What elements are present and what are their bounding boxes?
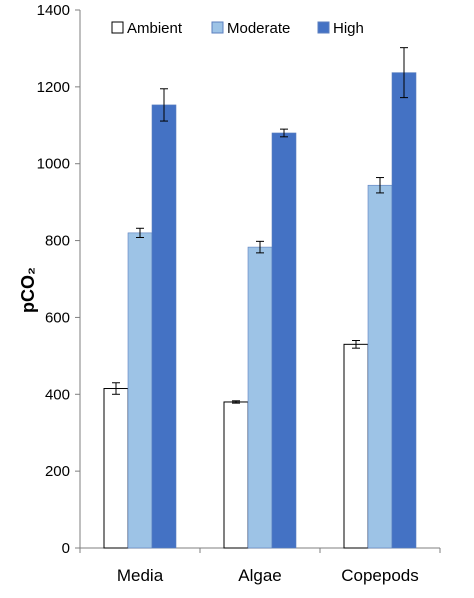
legend-entry: High: [333, 20, 364, 37]
y-tick-label: 400: [45, 386, 70, 403]
chart-bars: [103, 72, 417, 549]
legend-swatch: [211, 21, 224, 34]
y-tick-label: 600: [45, 309, 70, 326]
bar: [223, 401, 249, 549]
bar: [391, 72, 417, 549]
x-tick-label: Copepods: [341, 566, 419, 585]
chart-legend: Ambient Moderate High: [111, 20, 364, 37]
legend-entry: Ambient: [127, 20, 183, 37]
bar: [271, 132, 297, 549]
y-tick-label: 800: [45, 233, 70, 250]
y-tick-label: 1000: [37, 156, 70, 173]
y-tick-label: 0: [62, 540, 70, 557]
x-tick-label: Algae: [238, 566, 281, 585]
chart-labels: 0 200 400 600 800 1000 1200 1400 Media Algae Copep…: [37, 2, 419, 585]
bar: [343, 343, 369, 549]
chart-error-bars: [112, 47, 408, 404]
bar: [247, 246, 273, 549]
y-tick-label: 1200: [37, 79, 70, 96]
y-tick-label: 1400: [37, 2, 70, 19]
legend-entry: Moderate: [227, 20, 290, 37]
x-tick-label: Media: [117, 566, 164, 585]
bar: [103, 388, 129, 549]
bar: [127, 232, 153, 549]
legend-swatch: [317, 21, 330, 34]
y-axis-label: pCO₂: [18, 267, 38, 313]
legend-swatch: [111, 21, 124, 34]
bar: [151, 104, 177, 549]
y-tick-label: 200: [45, 463, 70, 480]
bar: [367, 184, 393, 549]
